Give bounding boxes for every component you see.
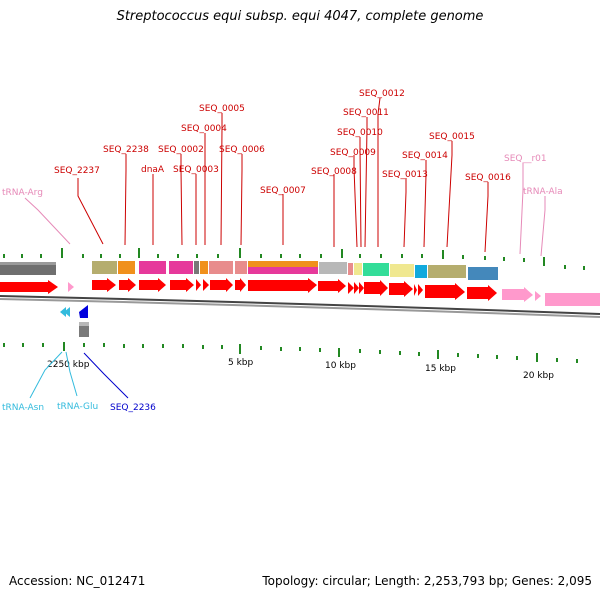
ruler-label: 10 kbp	[325, 361, 356, 371]
trna-label: tRNA-Glu	[57, 402, 98, 412]
genome-backbone	[0, 295, 600, 315]
trna-arrow	[535, 291, 541, 301]
genome-summary-text: Topology: circular; Length: 2,253,793 bp…	[262, 574, 592, 588]
cds-arrow	[248, 278, 317, 293]
trna-label: SEQ__r01	[504, 154, 547, 164]
cds-arrow	[139, 278, 166, 292]
cds-arrow	[203, 279, 209, 291]
trna-label: tRNA-Ala	[523, 187, 563, 197]
gene-label: SEQ_0004	[181, 124, 227, 134]
gene-label: SEQ_0002	[158, 145, 204, 155]
map-title: Streptococcus equi subsp. equi 4047, com…	[116, 9, 484, 24]
gene-label: SEQ_2237	[54, 166, 100, 176]
cds-arrow	[364, 280, 388, 296]
gray-feature	[79, 322, 89, 337]
cds-arrow	[235, 278, 246, 292]
gene-label: SEQ_0010	[337, 128, 383, 138]
gene-label: SEQ_2236	[110, 403, 156, 413]
labels-top: SEQ_0012 SEQ_0011 SEQ_0010 SEQ_0015 SEQ_…	[2, 89, 563, 198]
cds-arrow	[0, 280, 58, 294]
gene-label: SEQ_2238	[103, 145, 149, 155]
trna-arrow	[68, 282, 74, 292]
cds-arrow	[425, 283, 465, 300]
cds-arrow	[418, 284, 423, 296]
outer-ticks	[3, 248, 585, 270]
gene-label: SEQ_0005	[199, 104, 245, 114]
cds-arrow	[414, 284, 417, 296]
label-leaders-top	[24, 97, 546, 257]
accession-text: Accession: NC_012471	[9, 574, 146, 588]
gene-label: SEQ_0009	[330, 148, 376, 158]
gene-label: SEQ_0014	[402, 151, 448, 161]
cds-arrow	[196, 279, 201, 291]
trna-features	[68, 282, 600, 306]
cds-arrow	[318, 279, 346, 293]
gene-label: dnaA	[141, 165, 165, 175]
gene-label: SEQ_0016	[465, 173, 511, 183]
cds-arrow	[389, 281, 413, 297]
cds-arrow	[210, 278, 233, 292]
gene-label: SEQ_0006	[219, 145, 265, 155]
trna-reverse-arrow	[60, 307, 66, 317]
cds-arrow	[359, 282, 364, 294]
ruler-label: 20 kbp	[523, 371, 554, 381]
gene-label: SEQ_0013	[382, 170, 428, 180]
trna-label: tRNA-Arg	[2, 188, 43, 198]
trna-label: tRNA-Asn	[2, 403, 44, 413]
gene-label: SEQ_0008	[311, 167, 357, 177]
trna-arrow	[545, 293, 600, 306]
gene-label: SEQ_0015	[429, 132, 475, 142]
gene-label: SEQ_0003	[173, 165, 219, 175]
cds-arrow	[348, 282, 354, 294]
cds-arrow	[354, 282, 359, 294]
ruler-label: 15 kbp	[425, 364, 456, 374]
reverse-features	[60, 305, 89, 337]
gene-label: SEQ_0011	[343, 108, 389, 118]
label-leaders-bottom	[29, 351, 129, 399]
inner-ticks	[3, 342, 578, 363]
cds-arrow	[92, 278, 116, 292]
cds-arrow	[467, 285, 497, 301]
labels-bottom: tRNA-Asn tRNA-Glu SEQ_2236	[2, 402, 156, 413]
cds-arrow	[119, 278, 136, 292]
cds-arrows	[0, 278, 497, 301]
cds-reverse-arrow	[79, 305, 88, 318]
cds-arrow	[170, 278, 194, 292]
feature-band	[0, 261, 498, 280]
gene-label: SEQ_0012	[359, 89, 405, 99]
ruler-label: 5 kbp	[228, 358, 254, 368]
gene-label: SEQ_0007	[260, 186, 306, 196]
trna-arrow	[502, 287, 533, 302]
